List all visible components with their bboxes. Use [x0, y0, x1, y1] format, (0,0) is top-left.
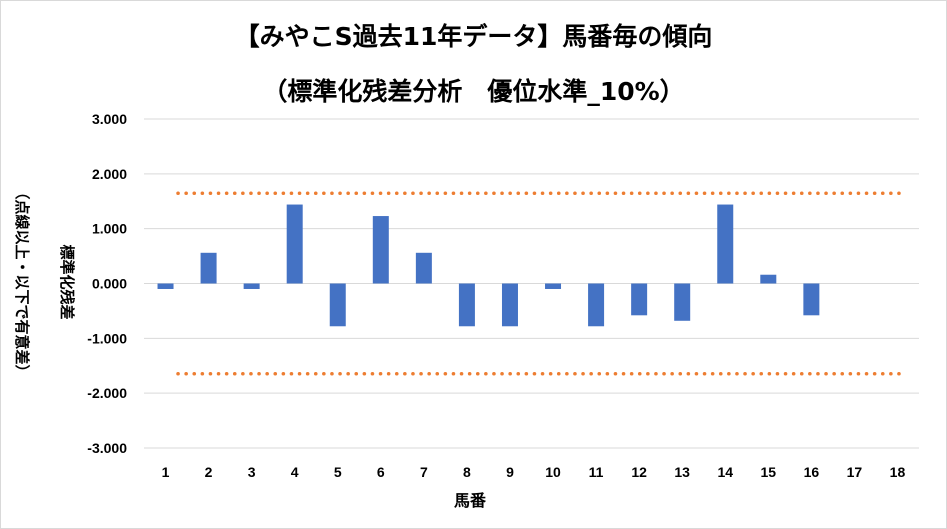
x-tick-label: 4	[291, 464, 299, 480]
x-tick-label: 11	[589, 464, 604, 480]
y-tick-labels: 3.000 2.000 1.000 0.000 -1.000 -2.000 -3.000	[87, 111, 127, 456]
x-tick-label: 18	[890, 464, 906, 480]
x-tick-label: 13	[674, 464, 690, 480]
bar-5	[329, 283, 346, 327]
y-tick-label: 0.000	[92, 276, 127, 292]
bar-1	[157, 283, 174, 289]
y-axis-label: 標準化残差	[58, 244, 76, 319]
y-tick-label: -3.000	[87, 440, 127, 456]
bar-6	[372, 216, 389, 284]
x-tick-labels: 1 2 3 4 5 6 7 8 9 10 11 12 13 14 15 16 17 18	[162, 464, 906, 480]
chart-title: 【みやこS過去11年データ】馬番毎の傾向	[234, 22, 713, 51]
bar-13	[674, 283, 691, 321]
x-axis-label: 馬番	[454, 491, 487, 510]
y-tick-label: -1.000	[87, 330, 127, 346]
bar-series	[157, 204, 820, 327]
gridlines	[144, 118, 919, 449]
bar-3	[243, 283, 260, 289]
bar-12	[631, 283, 648, 316]
bar-4	[286, 204, 303, 284]
x-tick-label: 7	[420, 464, 428, 480]
x-tick-label: 17	[847, 464, 863, 480]
y-tick-label: 3.000	[92, 111, 127, 127]
x-tick-label: 10	[545, 464, 561, 480]
bar-11	[588, 283, 605, 327]
x-tick-label: 8	[463, 464, 471, 480]
bar-8	[458, 283, 475, 327]
x-tick-label: 1	[162, 464, 170, 480]
bar-10	[545, 283, 562, 289]
x-tick-label: 14	[717, 464, 733, 480]
y-tick-label: 2.000	[92, 166, 127, 182]
x-tick-label: 15	[761, 464, 777, 480]
x-tick-label: 2	[205, 464, 213, 480]
x-tick-label: 5	[334, 464, 342, 480]
y-tick-label: -2.000	[87, 385, 127, 401]
bar-15	[760, 274, 777, 284]
y-tick-label: 1.000	[92, 221, 127, 237]
x-tick-label: 3	[248, 464, 256, 480]
bar-9	[501, 283, 518, 327]
x-tick-label: 16	[804, 464, 820, 480]
x-tick-label: 9	[506, 464, 514, 480]
bar-16	[803, 283, 820, 316]
bar-7	[415, 252, 432, 284]
x-tick-label: 12	[631, 464, 647, 480]
bar-2	[200, 252, 217, 284]
y-axis-label-note: （点線以上・以下で有意差）	[13, 184, 31, 379]
chart-subtitle: （標準化残差分析 優位水準_10%）	[262, 77, 685, 106]
threshold-lines	[176, 191, 905, 376]
x-tick-label: 6	[377, 464, 385, 480]
bar-14	[717, 204, 734, 284]
